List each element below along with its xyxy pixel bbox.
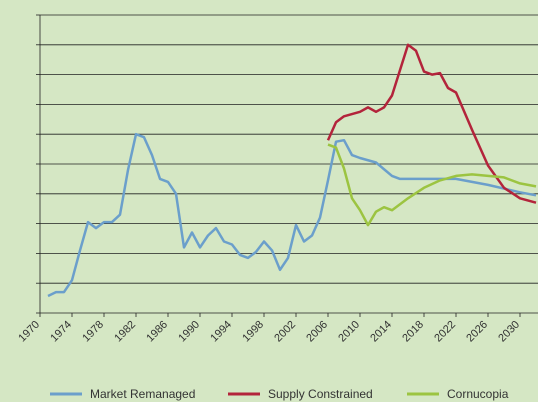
- x-tick-label: 2026: [464, 319, 490, 345]
- x-tick-label: 1998: [240, 319, 266, 345]
- x-tick-label: 1990: [176, 319, 202, 345]
- x-tick-label: 1982: [112, 319, 138, 345]
- x-tick-label: 2006: [304, 319, 330, 345]
- series-line: [326, 43, 537, 204]
- x-tick-label: 1974: [48, 319, 74, 345]
- x-tick-label: 1970: [16, 319, 42, 345]
- x-tick-label: 2018: [400, 319, 426, 345]
- legend-label: Supply Constrained: [268, 387, 373, 401]
- x-tick-label: 2010: [336, 319, 362, 345]
- x-tick-label: 1978: [80, 319, 106, 345]
- x-tick-label: 1994: [208, 319, 234, 345]
- x-tick-label: 2022: [432, 319, 458, 345]
- x-tick-label: 1986: [144, 319, 170, 345]
- series-line: [327, 143, 537, 227]
- series-line: [47, 132, 537, 298]
- x-tick-label: 2030: [496, 319, 522, 345]
- x-tick-label: 2014: [368, 319, 394, 345]
- legend-label: Cornucopia: [447, 387, 509, 401]
- x-tick-label: 2002: [272, 319, 298, 345]
- legend-label: Market Remanaged: [90, 387, 195, 401]
